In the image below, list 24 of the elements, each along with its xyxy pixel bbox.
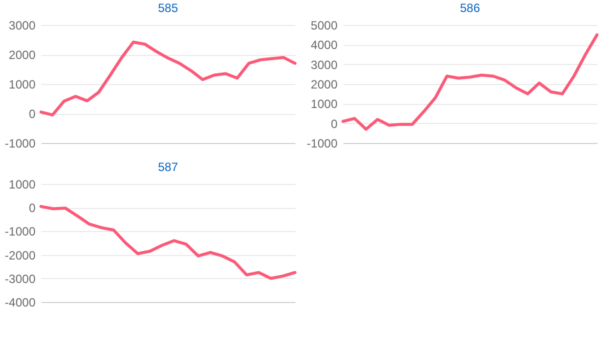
y-tick-label: 3000 <box>8 18 36 32</box>
chart-title: 586 <box>460 1 480 15</box>
y-tick-label: 0 <box>28 201 36 216</box>
line-series <box>40 40 296 116</box>
chart-title: 587 <box>158 160 178 174</box>
y-tick-label: 0 <box>330 116 338 131</box>
y-tick-label: -2000 <box>4 248 36 262</box>
y-tick-label: 0 <box>28 107 36 121</box>
line-series <box>342 33 598 131</box>
y-tick-label: -4000 <box>4 296 36 310</box>
y-tick-label: 2000 <box>8 48 36 62</box>
line-series <box>40 204 296 280</box>
y-tick-label: 4000 <box>310 38 338 52</box>
y-tick-label: -3000 <box>4 272 36 286</box>
y-tick-label: 3000 <box>310 58 338 72</box>
chart-title: 585 <box>158 1 178 15</box>
y-tick-label: 5000 <box>310 18 338 32</box>
y-tick-label: 1000 <box>8 178 36 192</box>
y-tick-label: 1000 <box>8 78 36 92</box>
y-tick-label: 1000 <box>310 97 338 112</box>
y-tick-label: 2000 <box>310 78 338 92</box>
y-tick-label: -1000 <box>4 224 36 239</box>
y-tick-label: -1000 <box>306 136 338 150</box>
y-tick-label: -1000 <box>4 136 36 150</box>
